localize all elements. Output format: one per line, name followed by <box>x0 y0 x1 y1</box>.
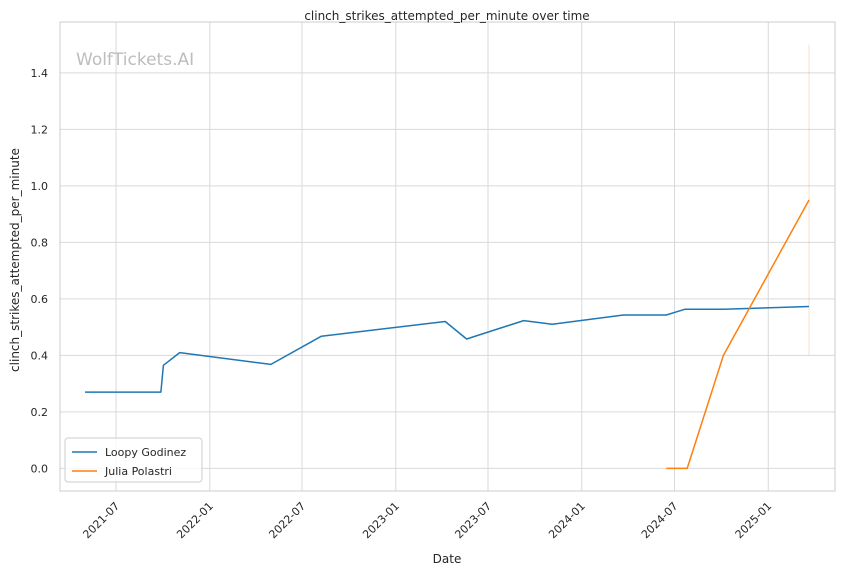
x-axis-label: Date <box>433 552 462 566</box>
legend-label-loopy-godinez: Loopy Godinez <box>105 446 186 459</box>
legend: Loopy Godinez Julia Polastri <box>64 437 203 483</box>
y-tick-label: 1.0 <box>31 180 49 193</box>
y-tick-label: 0.4 <box>31 349 49 362</box>
y-tick-label: 0.6 <box>31 293 49 306</box>
y-tick-label: 0.2 <box>31 406 49 419</box>
chart-title: clinch_strikes_attempted_per_minute over… <box>304 9 589 23</box>
plot-frame <box>59 21 836 492</box>
grid <box>60 22 835 491</box>
series-line-loopy-godinez <box>85 305 810 393</box>
series-line-julia-polastri <box>666 199 810 470</box>
y-tick-label: 0.0 <box>31 462 49 475</box>
y-tick-label: 0.8 <box>31 236 49 249</box>
y-tick-label: 1.4 <box>31 67 49 80</box>
watermark: WolfTickets.AI <box>76 50 194 70</box>
legend-label-julia-polastri: Julia Polastri <box>104 465 172 478</box>
y-tick-label: 1.2 <box>31 123 49 136</box>
legend-box <box>64 437 203 483</box>
series-lines <box>85 199 810 470</box>
y-axis-label: clinch_strikes_attempted_per_minute <box>8 148 22 372</box>
